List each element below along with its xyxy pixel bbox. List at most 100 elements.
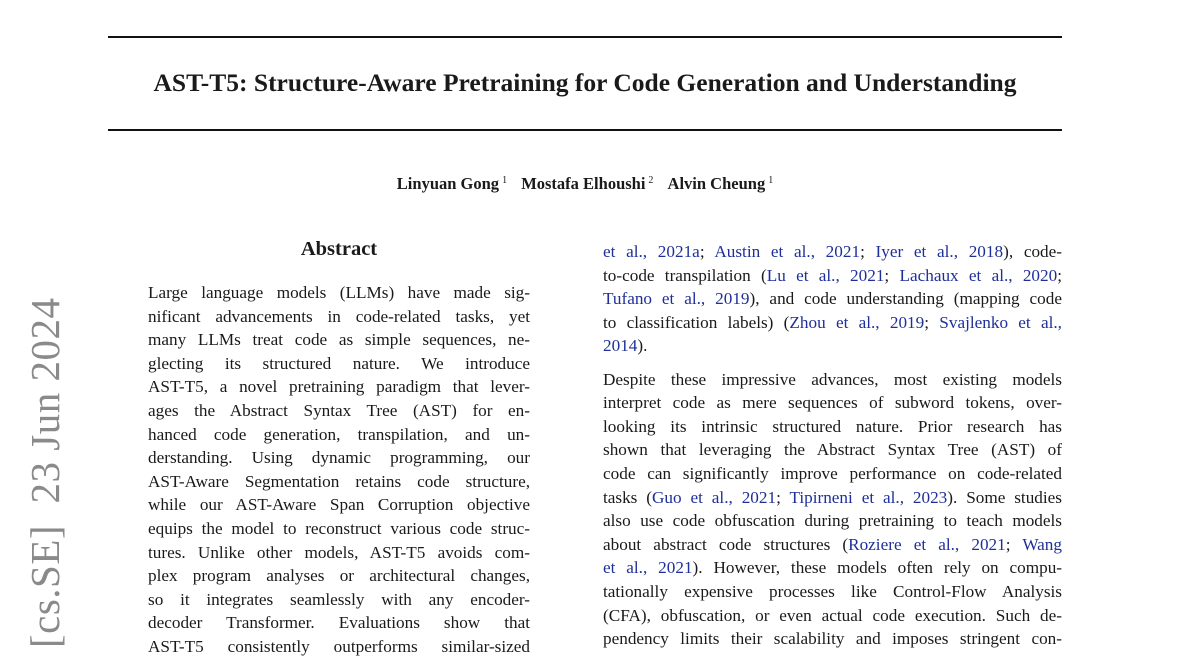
- text-run: Despite these impressive advances, most …: [603, 369, 1062, 389]
- text-run: ).: [637, 336, 648, 356]
- text-line: pendency limits their scalability and im…: [603, 627, 1062, 650]
- citation-link[interactable]: Tufano et al., 2019: [603, 289, 750, 309]
- text-line: plex program analyses or architectural c…: [148, 564, 530, 587]
- arxiv-stamp: [cs.SE] 23 Jun 2024: [22, 297, 68, 648]
- text-line: while our AST-Aware Span Corruption obje…: [148, 493, 530, 516]
- text-run: glecting its structured nature. We intro…: [148, 353, 530, 373]
- text-run: ), code-: [1003, 242, 1062, 261]
- text-line: 2014).: [603, 334, 1062, 357]
- text-run: equips the model to reconstruct various …: [148, 519, 530, 538]
- author: Alvin Cheung 1: [668, 174, 774, 193]
- text-run: derstanding. Using dynamic programming, …: [148, 448, 530, 468]
- text-run: tasks (: [603, 487, 652, 507]
- text-line: equips the model to reconstruct various …: [148, 517, 530, 540]
- text-run: Large language models (LLMs) have made s…: [148, 283, 530, 302]
- author: Mostafa Elhoushi 2: [521, 174, 653, 193]
- text-line: hanced code generation, transpilation, a…: [148, 423, 530, 446]
- text-run: decoder Transformer. Evaluations show th…: [148, 613, 530, 633]
- text-line: interpret code as mere sequences of subw…: [603, 391, 1062, 414]
- text-line: Tufano et al., 2019), and code understan…: [603, 287, 1062, 310]
- text-line: AST-T5, a novel pretraining paradigm tha…: [148, 375, 530, 398]
- citation-link[interactable]: Lachaux et al., 2020: [899, 265, 1058, 285]
- citation-link[interactable]: Austin et al., 2021: [714, 242, 861, 261]
- text-line: glecting its structured nature. We intro…: [148, 352, 530, 375]
- text-line: to classification labels) (Zhou et al., …: [603, 311, 1062, 334]
- paper-title: AST-T5: Structure-Aware Pretraining for …: [153, 68, 1017, 97]
- text-line: looking its intrinsic structured nature.…: [603, 415, 1062, 438]
- text-line: et al., 2021a; Austin et al., 2021; Iyer…: [603, 240, 1062, 263]
- affiliation-mark: 1: [768, 175, 774, 186]
- text-line: ages the Abstract Syntax Tree (AST) for …: [148, 399, 530, 422]
- author-name: Alvin Cheung: [667, 174, 766, 193]
- text-run: code can significantly improve performan…: [603, 463, 1062, 483]
- text-run: AST-T5, a novel pretraining paradigm tha…: [148, 377, 530, 397]
- text-run: ;: [699, 242, 715, 261]
- citation-link[interactable]: 2014: [603, 336, 638, 356]
- text-line: AST-Aware Segmentation retains code stru…: [148, 470, 530, 493]
- text-run: to-code transpilation (: [603, 265, 767, 285]
- citation-link[interactable]: Svajlenko et al.,: [939, 312, 1062, 332]
- text-run: to classification labels) (: [603, 312, 790, 332]
- title-bottom-rule: [108, 129, 1062, 131]
- text-line: to-code transpilation (Lu et al., 2021; …: [603, 264, 1062, 287]
- text-run: plex program analyses or architectural c…: [148, 566, 530, 586]
- author-list: Linyuan Gong 1 Mostafa Elhoushi 2 Alvin Ch…: [108, 174, 1062, 194]
- author-name: Linyuan Gong: [396, 174, 500, 193]
- text-run: ;: [924, 312, 940, 332]
- text-run: so it integrates seamlessly with any enc…: [148, 589, 530, 609]
- text-line: Large language models (LLMs) have made s…: [148, 281, 530, 304]
- text-line: tationally expensive processes like Cont…: [603, 580, 1062, 603]
- text-run: about abstract code structures (: [603, 534, 849, 554]
- citation-link[interactable]: Tipirneni et al., 2023: [789, 487, 948, 507]
- text-run: ;: [1057, 265, 1062, 285]
- text-run: while our AST-Aware Span Corruption obje…: [148, 495, 530, 515]
- text-line: AST-T5 consistently outperforms similar-…: [148, 635, 530, 658]
- text-run: ;: [776, 487, 790, 507]
- text-line: tasks (Guo et al., 2021; Tipirneni et al…: [603, 486, 1062, 509]
- text-line: so it integrates seamlessly with any enc…: [148, 588, 530, 611]
- citation-link[interactable]: Lu et al., 2021: [766, 265, 885, 285]
- text-run: AST-T5 consistently outperforms similar-…: [148, 637, 530, 656]
- text-run: ;: [860, 242, 876, 261]
- text-run: shown that leveraging the Abstract Synta…: [603, 440, 1062, 460]
- text-run: ). Some studies: [947, 487, 1062, 507]
- text-line: Despite these impressive advances, most …: [603, 368, 1062, 391]
- text-run: pendency limits their scalability and im…: [603, 629, 1062, 649]
- text-run: ), and code understanding (mapping code: [749, 289, 1062, 309]
- text-run: ;: [1005, 534, 1023, 554]
- author: Linyuan Gong 1: [397, 174, 507, 193]
- text-line: shown that leveraging the Abstract Synta…: [603, 438, 1062, 461]
- text-line: et al., 2021). However, these models oft…: [603, 556, 1062, 579]
- author-name: Mostafa Elhoushi: [521, 174, 646, 193]
- text-run: (CFA), obfuscation, or even actual code …: [603, 605, 1062, 625]
- citation-link[interactable]: Wang: [1022, 534, 1062, 554]
- text-line: (CFA), obfuscation, or even actual code …: [603, 604, 1062, 627]
- text-line: about abstract code structures (Roziere …: [603, 533, 1062, 556]
- citation-link[interactable]: Roziere et al., 2021: [848, 534, 1006, 554]
- affiliation-mark: 2: [648, 175, 654, 186]
- text-run: tures. Unlike other models, AST-T5 avoid…: [148, 542, 530, 562]
- text-run: hanced code generation, transpilation, a…: [148, 424, 530, 444]
- text-line: many LLMs treat code as simple sequences…: [148, 328, 530, 351]
- text-run: ages the Abstract Syntax Tree (AST) for …: [148, 401, 530, 420]
- citation-link[interactable]: et al., 2021: [603, 558, 693, 578]
- text-line: derstanding. Using dynamic programming, …: [148, 446, 530, 469]
- text-line: also use code obfuscation during pretrai…: [603, 509, 1062, 532]
- citation-link[interactable]: Iyer et al., 2018: [875, 242, 1004, 261]
- text-line: tures. Unlike other models, AST-T5 avoid…: [148, 541, 530, 564]
- abstract-heading: Abstract: [300, 238, 378, 260]
- top-rule: [108, 36, 1062, 38]
- citation-link[interactable]: Zhou et al., 2019: [789, 312, 925, 332]
- text-run: tationally expensive processes like Cont…: [603, 581, 1062, 601]
- text-run: looking its intrinsic structured nature.…: [603, 416, 1062, 436]
- affiliation-mark: 1: [502, 175, 508, 186]
- text-run: nificant advancements in code-related ta…: [148, 306, 530, 326]
- text-line: decoder Transformer. Evaluations show th…: [148, 611, 530, 634]
- citation-link[interactable]: et al., 2021a: [603, 242, 700, 261]
- text-run: ;: [884, 265, 900, 285]
- text-run: also use code obfuscation during pretrai…: [603, 511, 1062, 531]
- text-run: many LLMs treat code as simple sequences…: [148, 330, 530, 350]
- citation-link[interactable]: Guo et al., 2021: [652, 487, 777, 507]
- text-line: nificant advancements in code-related ta…: [148, 305, 530, 328]
- text-run: interpret code as mere sequences of subw…: [603, 393, 1062, 413]
